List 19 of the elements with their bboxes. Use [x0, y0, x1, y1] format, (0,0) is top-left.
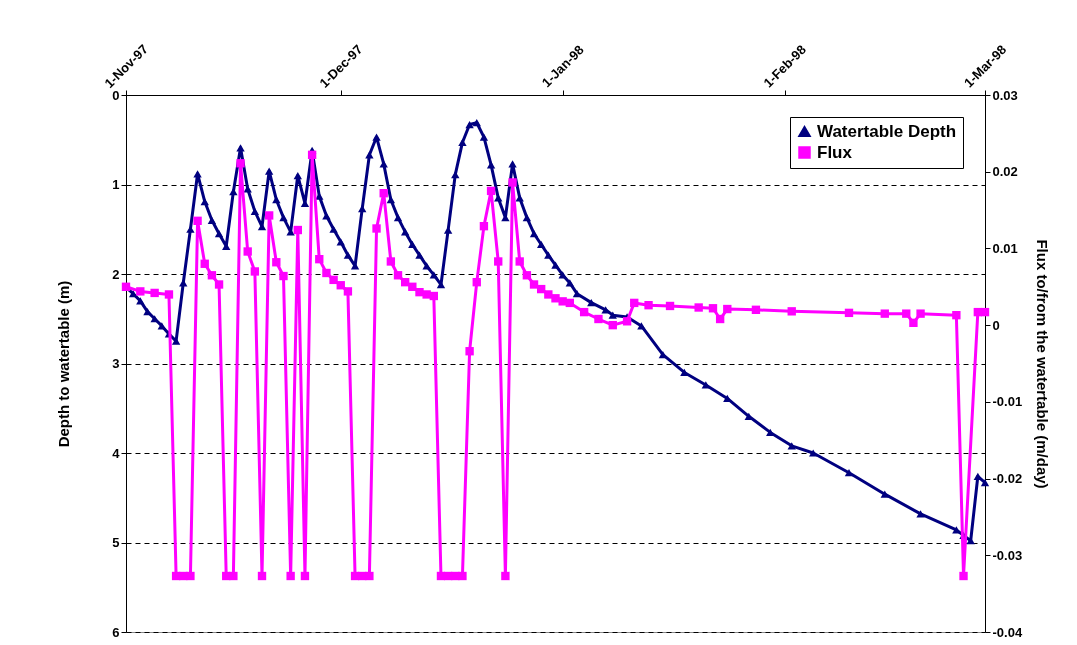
y-tick-label: 4	[112, 445, 121, 461]
y2-tick-label: -0.02	[992, 471, 1023, 487]
y2-axis-title: Flux to/from the watertable (m/day)	[1034, 239, 1052, 489]
y2-tick-label: 0.02	[992, 164, 1018, 180]
y2-tick-label: 0.01	[992, 240, 1018, 256]
y-tick-label: 5	[112, 535, 120, 550]
y2-tick-label: -0.01	[992, 394, 1023, 410]
y2-tick-label: -0.03	[992, 547, 1023, 563]
legend-label: Watertable Depth	[817, 121, 957, 141]
y-tick-label: 0	[112, 87, 120, 103]
y-axis-title: Depth to watertable (m)	[55, 280, 73, 448]
y2-tick-label: 0.03	[992, 87, 1018, 103]
y-tick-label: 1	[112, 177, 120, 192]
y-tick-label: 6	[112, 624, 120, 640]
y-tick-label: 3	[112, 356, 120, 371]
y2-tick-label: 0	[992, 317, 1000, 333]
y-tick-label: 2	[112, 266, 120, 282]
y2-tick-label: -0.04	[992, 624, 1023, 640]
legend-label: Flux	[817, 142, 853, 162]
